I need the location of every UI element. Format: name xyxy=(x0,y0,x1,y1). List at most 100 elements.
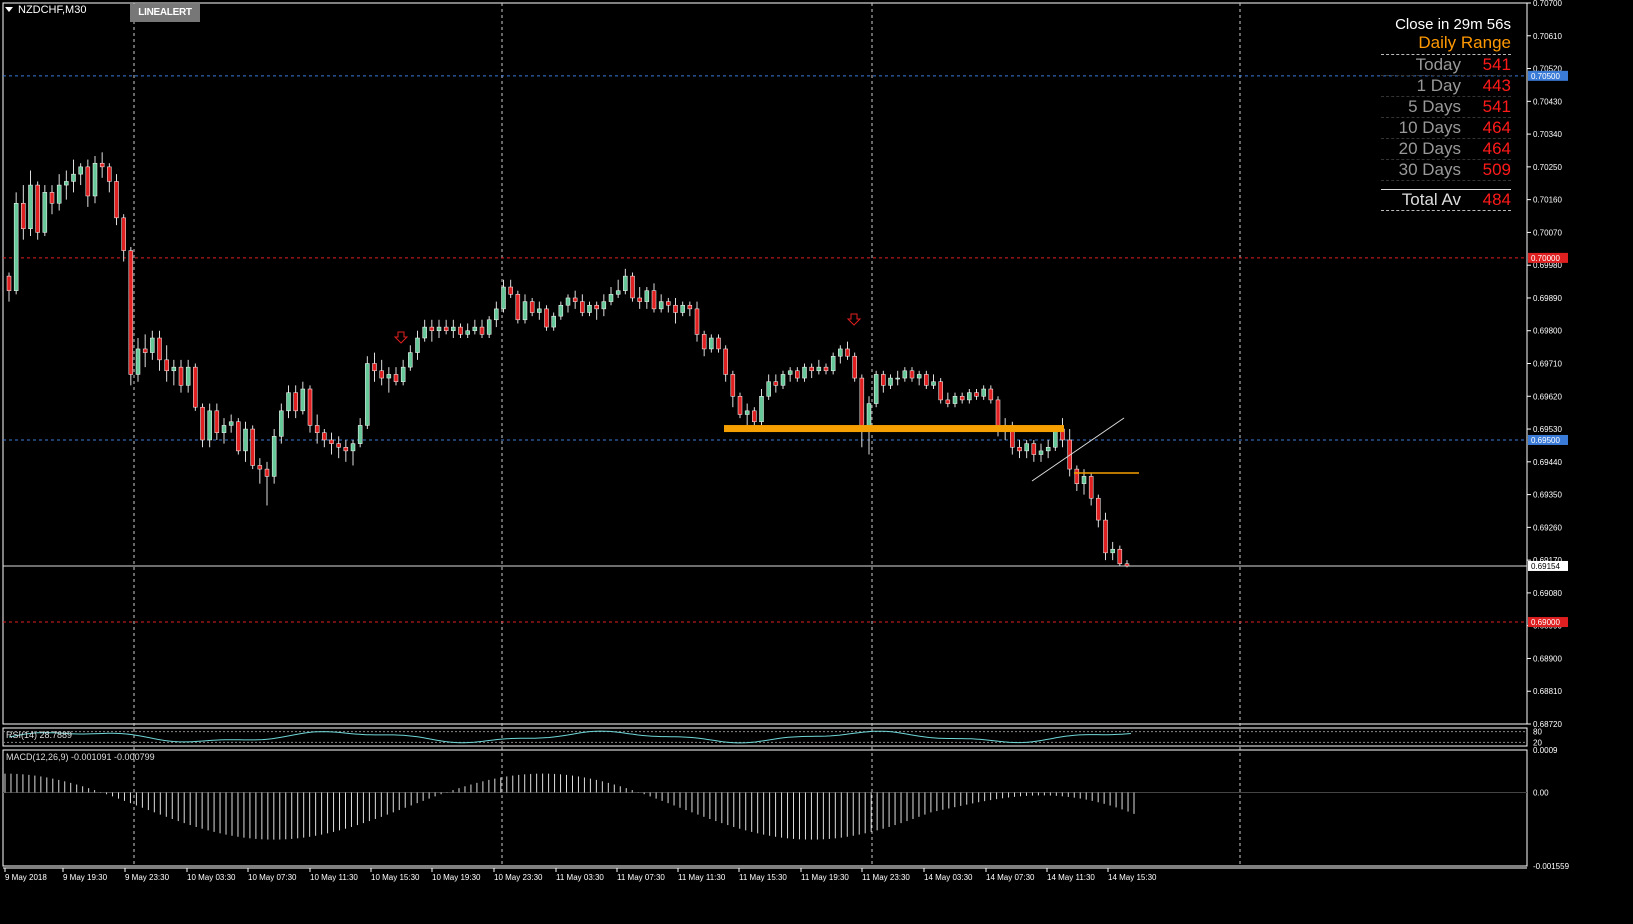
candle-body xyxy=(572,297,578,302)
y-tick-label: 0.68720 xyxy=(1533,720,1562,729)
candle-body xyxy=(1045,447,1051,452)
candle-body xyxy=(752,410,757,423)
candle-body xyxy=(422,326,427,339)
candle-body xyxy=(243,428,248,452)
macd-panel-border xyxy=(2,749,1528,867)
candle-body xyxy=(300,388,306,412)
candles-group xyxy=(6,152,1130,568)
candle-body xyxy=(938,381,943,401)
y-tick-label: 0.70340 xyxy=(1533,130,1562,139)
candle-body xyxy=(178,366,184,386)
candle-body xyxy=(501,286,506,310)
candle-body xyxy=(974,392,979,397)
candle-body xyxy=(630,275,635,299)
range-value: 464 xyxy=(1482,118,1511,137)
candle-body xyxy=(795,370,800,379)
candle-body xyxy=(322,432,327,441)
candle-body xyxy=(200,406,205,441)
candle-body xyxy=(350,443,356,452)
candle-body xyxy=(909,370,915,379)
candle-body xyxy=(42,192,48,233)
y-tick-label: 0.69980 xyxy=(1533,261,1562,270)
candle-body xyxy=(723,348,728,375)
candle-body xyxy=(1088,476,1094,499)
down-arrow-icon xyxy=(393,331,409,344)
candle-body xyxy=(1067,439,1072,470)
candle-body xyxy=(637,297,642,302)
candle-body xyxy=(838,348,843,357)
candle-body xyxy=(902,370,908,379)
range-row-10-days: 10 Days 464 xyxy=(1381,118,1511,139)
candle-body xyxy=(852,355,857,379)
x-tick-label: 10 May 23:30 xyxy=(494,873,543,882)
y-tick-label: 0.69170 xyxy=(1533,556,1562,565)
candle-body xyxy=(916,374,922,379)
price-level-tag xyxy=(1528,434,1568,445)
candle-body xyxy=(565,297,571,306)
rsi-panel-border xyxy=(2,727,1528,747)
candle-body xyxy=(85,166,91,197)
range-label: 20 Days xyxy=(1398,139,1461,158)
price-level-tag xyxy=(1528,617,1568,628)
candle-body xyxy=(995,399,1001,430)
candle-body xyxy=(537,308,542,313)
candle-body xyxy=(264,468,270,477)
candle-body xyxy=(64,181,69,186)
candle-body xyxy=(687,304,693,310)
candle-body xyxy=(408,352,413,368)
x-tick-label: 11 May 07:30 xyxy=(617,873,665,882)
candle-body xyxy=(393,374,399,382)
candle-body xyxy=(436,326,442,331)
candle-body xyxy=(207,410,212,441)
symbol-menu-icon[interactable] xyxy=(5,7,13,12)
range-label: 1 Day xyxy=(1416,76,1461,95)
candle-body xyxy=(644,290,650,302)
candle-body xyxy=(709,337,714,350)
close-countdown: Close in 29m 56s xyxy=(1395,16,1511,33)
range-label: Today xyxy=(1415,55,1461,74)
candle-body xyxy=(114,181,119,219)
rsi-line xyxy=(8,730,1132,744)
x-tick-label: 11 May 23:30 xyxy=(862,873,910,882)
price-level-label: 0.69154 xyxy=(1531,562,1560,571)
price-level-tag xyxy=(1528,560,1568,571)
y-tick-label: 0.68810 xyxy=(1533,687,1562,696)
price-level-label: 0.70000 xyxy=(1531,254,1560,263)
candle-body xyxy=(479,326,485,335)
candle-body xyxy=(6,275,12,291)
y-tick-label: 0.69710 xyxy=(1533,360,1562,369)
candle-body xyxy=(1031,443,1037,455)
candle-body xyxy=(952,396,958,404)
candle-body xyxy=(443,326,449,331)
range-row-total: Total Av 484 xyxy=(1381,189,1511,211)
candle-body xyxy=(314,425,320,433)
candle-body xyxy=(279,410,284,437)
range-value: 464 xyxy=(1482,139,1511,158)
candle-body xyxy=(931,381,936,386)
line-alert-button[interactable]: LINEALERT xyxy=(130,4,200,22)
candle-body xyxy=(673,304,678,313)
candle-body xyxy=(257,465,263,470)
rsi-label: RSI(14) 28.7889 xyxy=(6,730,73,740)
candle-body xyxy=(529,301,535,313)
candle-body xyxy=(336,443,341,448)
candle-body xyxy=(694,308,700,335)
candle-body xyxy=(271,436,277,477)
candle-body xyxy=(737,396,743,415)
candle-body xyxy=(816,366,822,372)
candle-body xyxy=(608,294,614,302)
candle-body xyxy=(809,366,814,372)
range-value: 541 xyxy=(1482,55,1511,74)
candle-body xyxy=(128,250,134,375)
candle-body xyxy=(221,425,227,433)
trend-line xyxy=(1031,417,1125,482)
candle-body xyxy=(508,286,513,295)
y-tick-label: 0.69350 xyxy=(1533,491,1562,500)
candle-body xyxy=(544,308,549,328)
candle-body xyxy=(873,374,879,404)
candle-body xyxy=(71,173,76,182)
price-level-tag xyxy=(1528,70,1568,81)
macd-tick-label: -0.001559 xyxy=(1533,862,1570,871)
candle-body xyxy=(164,359,169,372)
